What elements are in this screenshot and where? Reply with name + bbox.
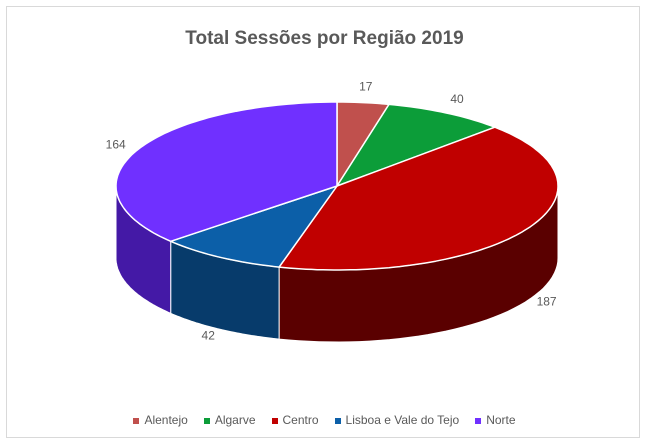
legend-label-alentejo: Alentejo [144,413,188,427]
legend-label-algarve: Algarve [214,413,256,427]
legend-item-lisboa-e-vale-do-tejo: Lisboa e Vale do Tejo [334,413,460,427]
pie-slice-norte [115,101,338,243]
pie-slice-lisboa-e-vale-do-tejo [169,185,338,268]
data-label-centro: 187 [537,294,557,308]
legend-swatch-centro [271,417,278,424]
legend-item-alentejo: Alentejo [133,413,188,427]
pie-slice-algarve [336,103,496,187]
legend-label-norte: Norte [486,413,516,427]
data-label-alentejo: 17 [359,80,373,94]
data-label-norte: 164 [106,138,126,152]
legend-swatch-norte [475,417,482,424]
legend-label-lisboa-e-vale-do-tejo: Lisboa e Vale do Tejo [345,413,460,427]
legend-swatch-alentejo [133,417,140,424]
legend-item-centro: Centro [271,413,319,427]
chart-legend: Alentejo Algarve Centro Lisboa e Vale do Te… [0,413,649,427]
chart-title: Total Sessões por Região 2019 [185,28,464,49]
legend-swatch-algarve [203,417,210,424]
legend-item-norte: Norte [475,413,516,427]
legend-swatch-lisboa-e-vale-do-tejo [334,417,341,424]
data-label-lisboa-e-vale-do-tejo: 42 [202,329,216,343]
pie-slice-centro [278,126,559,271]
legend-label-centro: Centro [282,413,319,427]
data-label-algarve: 40 [450,92,464,106]
legend-item-algarve: Algarve [203,413,256,427]
